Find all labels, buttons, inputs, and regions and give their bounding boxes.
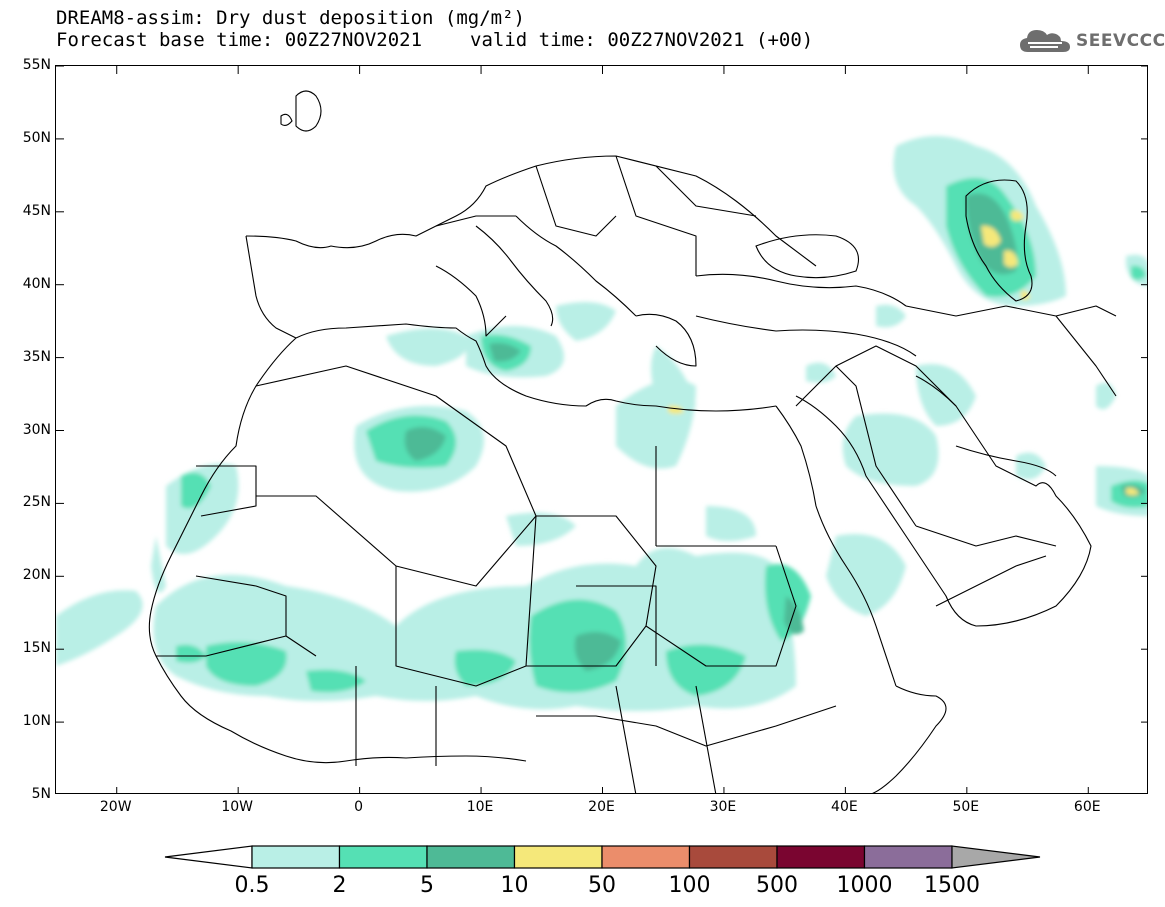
seevccc-logo: SEEVCCC [1018, 24, 1165, 58]
lat-label-20n: 20N [22, 567, 51, 584]
lat-label-35n: 35N [22, 348, 51, 365]
lat-label-45n: 45N [22, 202, 51, 219]
lon-label-20w: 20W [99, 799, 132, 815]
colorbar-label-0: 0.5 [235, 873, 270, 898]
map-panel [55, 65, 1148, 794]
cloud-icon [1020, 30, 1070, 52]
colorbar-box-4 [601, 845, 691, 869]
colorbar-label-3: 10 [501, 873, 529, 898]
colorbar-box-7 [863, 845, 953, 869]
colorbar-under-triangle [164, 845, 253, 869]
lon-label-50e: 50E [952, 799, 980, 815]
colorbar-box-1 [338, 845, 428, 869]
colorbar-box-0 [251, 845, 341, 869]
lat-label-15n: 15N [22, 640, 51, 657]
lon-label-30e: 30E [709, 799, 737, 815]
map-title: DREAM8-assim: Dry dust deposition (mg/m²… [56, 7, 525, 29]
colorbar-label-2: 5 [420, 873, 434, 898]
dust-deposition-map [56, 66, 1147, 793]
valid-time-label: valid time: 00Z27NOV2021 (+00) [470, 29, 814, 51]
lon-label-40e: 40E [831, 799, 858, 815]
colorbar-label-5: 100 [669, 873, 711, 898]
lat-label-50n: 50N [22, 129, 51, 146]
base-time-label: Forecast base time: 00Z27NOV2021 [56, 29, 423, 51]
colorbar-box-6 [776, 845, 866, 869]
lat-label-55n: 55N [22, 57, 51, 73]
map-subtitle: Forecast base time: 00Z27NOV2021 valid ti… [56, 30, 813, 50]
colorbar-label-7: 1000 [837, 873, 893, 898]
lon-label-10e: 10E [466, 799, 494, 815]
colorbar-label-1: 2 [333, 873, 347, 898]
lat-label-10n: 10N [22, 713, 51, 730]
lat-label-40n: 40N [22, 275, 51, 292]
lat-label-5n: 5N [31, 786, 51, 802]
colorbar-box-3 [513, 845, 603, 869]
dust-deposition-field [56, 136, 1147, 711]
logo-text: SEEVCCC [1076, 31, 1165, 51]
colorbar-label-6: 500 [756, 873, 798, 898]
lon-label-20e: 20E [588, 799, 615, 815]
colorbar-label-8: 1500 [924, 873, 980, 898]
axis-ticks [56, 66, 1147, 793]
colorbar-box-2 [426, 845, 516, 869]
colorbar-label-4: 50 [588, 873, 616, 898]
country-borders [148, 90, 1117, 793]
colorbar-legend: 0.5 2 5 10 50 100 500 1000 1500 [164, 845, 1041, 898]
lon-label-0: 0 [354, 799, 364, 815]
lon-label-60e: 60E [1073, 799, 1101, 815]
lon-label-10w: 10W [221, 799, 253, 815]
lat-label-25n: 25N [22, 494, 51, 511]
colorbar-over-triangle [951, 845, 1041, 869]
lat-label-30n: 30N [22, 421, 51, 438]
colorbar-box-5 [688, 845, 778, 869]
